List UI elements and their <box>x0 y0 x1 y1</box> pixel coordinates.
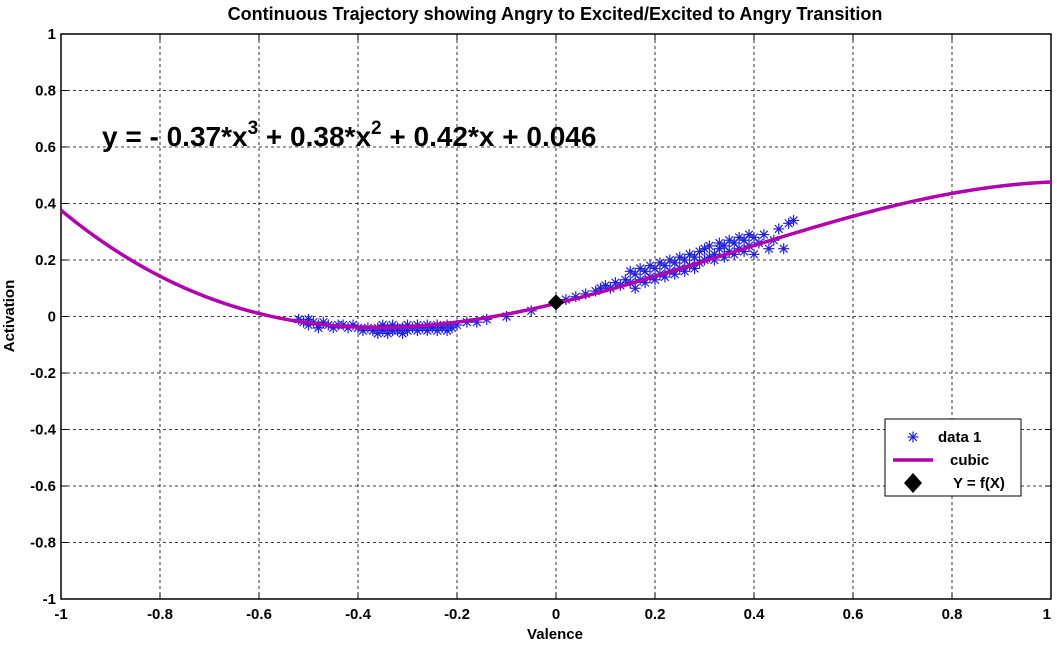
data-point <box>763 243 775 255</box>
data-point <box>748 248 760 260</box>
legend-label-fx: Y = f(X) <box>953 475 1005 492</box>
series-layer <box>59 180 1052 339</box>
equation-part-2: + 0.38*x <box>258 121 371 152</box>
x-tick-label: 0.2 <box>645 606 666 623</box>
x-tick-label: -0.4 <box>345 606 372 623</box>
x-tick-label: -0.6 <box>246 606 272 623</box>
data-point <box>446 322 458 334</box>
equation-annotation: y = - 0.37*x3 + 0.38*x2 + 0.42*x + 0.046 <box>102 118 596 152</box>
legend-label-cubic: cubic <box>950 452 989 469</box>
legend-asterisk <box>907 431 919 443</box>
fx-point <box>548 294 564 311</box>
y-tick-label: -0.8 <box>30 535 56 552</box>
data-point <box>629 282 641 294</box>
y-tick-label: 0.2 <box>35 252 56 269</box>
y-tick-label: -0.2 <box>30 365 56 382</box>
equation-exponent-3: 3 <box>248 118 259 139</box>
x-tick-label: 0 <box>552 606 560 623</box>
axis-ticks <box>60 33 1052 600</box>
legend-marker-data-1 <box>907 431 919 443</box>
data-point <box>758 229 770 241</box>
x-tick-label: 0.4 <box>744 606 766 623</box>
chart-title: Continuous Trajectory showing Angry to E… <box>228 4 883 24</box>
data-point <box>773 223 785 235</box>
x-tick-label: 0.6 <box>843 606 864 623</box>
y-tick-label: 0 <box>48 309 56 326</box>
data-point <box>703 240 715 252</box>
x-tick-label: 0.8 <box>942 606 963 623</box>
y-tick-label: 0.6 <box>35 139 56 156</box>
data-point <box>788 214 800 226</box>
y-tick-labels: 1 0.8 0.6 0.4 0.2 0 -0.2 -0.4 -0.6 -0.8 -1 <box>30 26 57 608</box>
data-point <box>634 262 646 274</box>
x-tick-label: -1 <box>54 606 67 623</box>
legend: data 1 cubic Y = f(X) <box>884 418 1022 497</box>
y-tick-label: -1 <box>43 591 56 608</box>
legend-label-data-1: data 1 <box>938 429 981 446</box>
data-point <box>397 327 409 339</box>
x-axis-label: Valence <box>527 626 583 643</box>
x-tick-label: -0.8 <box>147 606 173 623</box>
y-tick-label: 0.4 <box>35 196 57 213</box>
data-point <box>664 254 676 266</box>
y-tick-label: -0.6 <box>30 478 56 495</box>
x-tick-label: 1 <box>1043 606 1051 623</box>
y-tick-label: -0.4 <box>30 422 57 439</box>
data-point <box>694 246 706 258</box>
y-axis-label: Activation <box>1 280 18 353</box>
x-tick-label: -0.2 <box>444 606 470 623</box>
y-tick-label: 1 <box>48 26 56 43</box>
equation-exponent-2: 2 <box>371 118 382 139</box>
legend-marker-fx <box>904 473 922 493</box>
data-point <box>372 327 384 339</box>
data-point <box>778 243 790 255</box>
equation-part-3: + 0.42*x + 0.046 <box>382 121 597 152</box>
y-tick-label: 0.8 <box>35 83 56 100</box>
x-tick-labels: -1 -0.8 -0.6 -0.4 -0.2 0 0.2 0.4 0.6 0.8 1 <box>54 606 1051 623</box>
equation-part-1: y = - 0.37*x <box>102 121 248 152</box>
